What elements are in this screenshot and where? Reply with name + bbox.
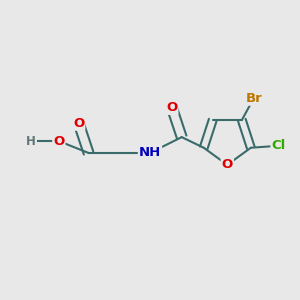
- Text: O: O: [53, 135, 64, 148]
- Text: H: H: [26, 135, 36, 148]
- Text: O: O: [222, 158, 233, 171]
- Text: Cl: Cl: [272, 139, 286, 152]
- Text: O: O: [166, 101, 177, 114]
- Text: Br: Br: [245, 92, 262, 105]
- Text: O: O: [73, 117, 84, 130]
- Text: NH: NH: [139, 146, 161, 160]
